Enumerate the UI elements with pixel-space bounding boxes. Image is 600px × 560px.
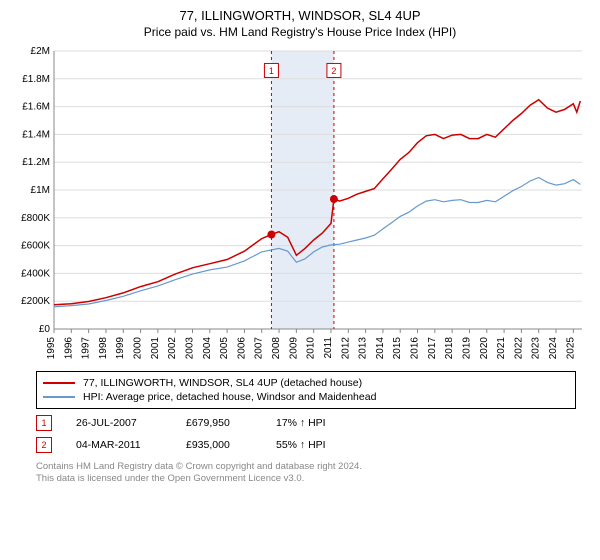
svg-text:2024: 2024	[548, 337, 559, 360]
svg-text:2018: 2018	[444, 337, 455, 360]
svg-text:£1.6M: £1.6M	[22, 102, 50, 113]
svg-text:2008: 2008	[271, 337, 282, 360]
svg-text:2007: 2007	[254, 337, 265, 360]
event-hpi-2: 55% ↑ HPI	[276, 439, 366, 451]
legend-swatch-blue	[43, 396, 75, 398]
svg-text:2020: 2020	[479, 337, 490, 360]
chart-container: 77, ILLINGWORTH, WINDSOR, SL4 4UP Price …	[0, 0, 600, 495]
event-row-1: 1 26-JUL-2007 £679,950 17% ↑ HPI	[36, 415, 590, 431]
svg-text:£400K: £400K	[21, 268, 50, 279]
svg-text:1996: 1996	[63, 337, 74, 360]
svg-text:1995: 1995	[46, 337, 57, 360]
svg-text:2016: 2016	[410, 337, 421, 360]
legend-item-property: 77, ILLINGWORTH, WINDSOR, SL4 4UP (detac…	[43, 376, 569, 390]
chart-svg: £0 £200K £400K £600K £800K £1M £1.2M £1.4M £1.6M…	[10, 45, 590, 365]
svg-text:£800K: £800K	[21, 213, 50, 224]
svg-text:£1M: £1M	[31, 185, 50, 196]
svg-text:£2M: £2M	[31, 46, 50, 57]
svg-text:£1.2M: £1.2M	[22, 157, 50, 168]
svg-text:2005: 2005	[219, 337, 230, 360]
svg-text:£1.4M: £1.4M	[22, 129, 50, 140]
event-price-1: £679,950	[186, 417, 276, 429]
svg-text:£1.8M: £1.8M	[22, 74, 50, 85]
svg-text:2004: 2004	[202, 337, 213, 360]
svg-text:£200K: £200K	[21, 296, 50, 307]
chart-plot-area: £0 £200K £400K £600K £800K £1M £1.2M £1.4M £1.6M…	[10, 45, 590, 365]
svg-text:2023: 2023	[531, 337, 542, 360]
legend-item-hpi: HPI: Average price, detached house, Wind…	[43, 390, 569, 404]
event-price-2: £935,000	[186, 439, 276, 451]
event-date-2: 04-MAR-2011	[76, 439, 186, 451]
svg-text:2006: 2006	[236, 337, 247, 360]
svg-text:2025: 2025	[565, 337, 576, 360]
event-row-2: 2 04-MAR-2011 £935,000 55% ↑ HPI	[36, 437, 590, 453]
legend-swatch-red	[43, 382, 75, 384]
event-hpi-1: 17% ↑ HPI	[276, 417, 366, 429]
svg-text:2002: 2002	[167, 337, 178, 360]
footer-line-2: This data is licensed under the Open Gov…	[36, 473, 590, 485]
legend-label-hpi: HPI: Average price, detached house, Wind…	[83, 390, 376, 404]
svg-text:2017: 2017	[427, 337, 438, 360]
svg-text:2021: 2021	[496, 337, 507, 360]
svg-text:2000: 2000	[133, 337, 144, 360]
footer: Contains HM Land Registry data © Crown c…	[36, 461, 590, 485]
svg-text:2014: 2014	[375, 337, 386, 360]
svg-text:2022: 2022	[513, 337, 524, 360]
legend: 77, ILLINGWORTH, WINDSOR, SL4 4UP (detac…	[36, 371, 576, 409]
svg-text:1999: 1999	[115, 337, 126, 360]
svg-text:2010: 2010	[306, 337, 317, 360]
svg-text:2001: 2001	[150, 337, 161, 360]
svg-text:1998: 1998	[98, 337, 109, 360]
svg-text:2003: 2003	[184, 337, 195, 360]
event-badge-1: 1	[36, 415, 52, 431]
chart-title: 77, ILLINGWORTH, WINDSOR, SL4 4UP	[10, 8, 590, 23]
svg-text:£600K: £600K	[21, 241, 50, 252]
event-date-1: 26-JUL-2007	[76, 417, 186, 429]
svg-text:2009: 2009	[288, 337, 299, 360]
footer-line-1: Contains HM Land Registry data © Crown c…	[36, 461, 590, 473]
svg-text:2015: 2015	[392, 337, 403, 360]
svg-text:2012: 2012	[340, 337, 351, 360]
legend-label-property: 77, ILLINGWORTH, WINDSOR, SL4 4UP (detac…	[83, 376, 362, 390]
svg-text:2019: 2019	[461, 337, 472, 360]
chart-subtitle: Price paid vs. HM Land Registry's House …	[10, 25, 590, 39]
svg-text:1: 1	[269, 66, 274, 76]
svg-text:2: 2	[331, 66, 336, 76]
event-badge-2: 2	[36, 437, 52, 453]
svg-text:2013: 2013	[358, 337, 369, 360]
svg-text:1997: 1997	[81, 337, 92, 360]
svg-text:£0: £0	[39, 324, 51, 335]
svg-text:2011: 2011	[323, 337, 334, 359]
